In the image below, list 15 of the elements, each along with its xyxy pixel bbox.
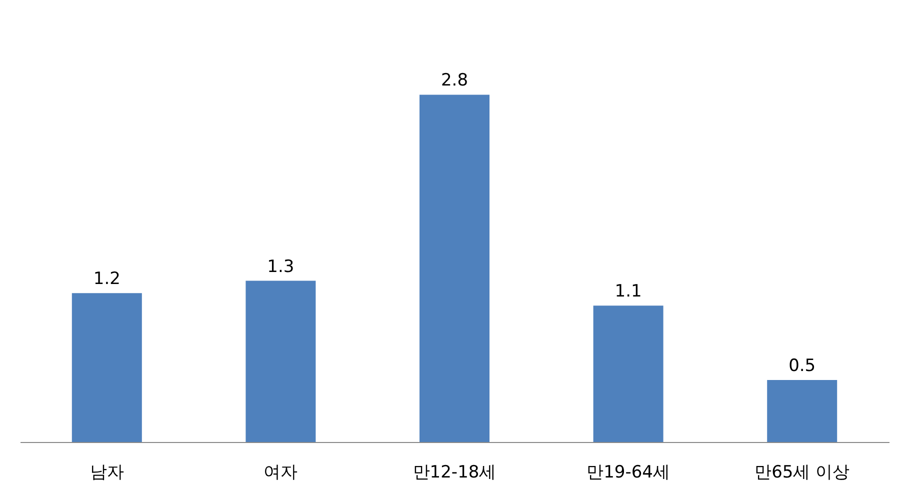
- x-tick-label: 여자: [264, 462, 298, 482]
- bar: [593, 306, 664, 442]
- data-label: 1.3: [267, 256, 294, 277]
- data-label: 1.2: [93, 269, 120, 290]
- bar: [767, 380, 838, 442]
- bar: [72, 293, 142, 442]
- x-tick-label: 만12-18세: [412, 462, 496, 482]
- data-label: 0.5: [788, 356, 816, 376]
- data-label: 1.1: [614, 282, 642, 302]
- x-tick-label: 만65세 이상: [754, 462, 850, 482]
- bar: [420, 94, 490, 442]
- x-tick-label: 만19-64세: [586, 462, 670, 482]
- x-tick-label: 남자: [90, 462, 124, 482]
- data-label: 2.8: [440, 70, 468, 91]
- bar: [246, 280, 316, 442]
